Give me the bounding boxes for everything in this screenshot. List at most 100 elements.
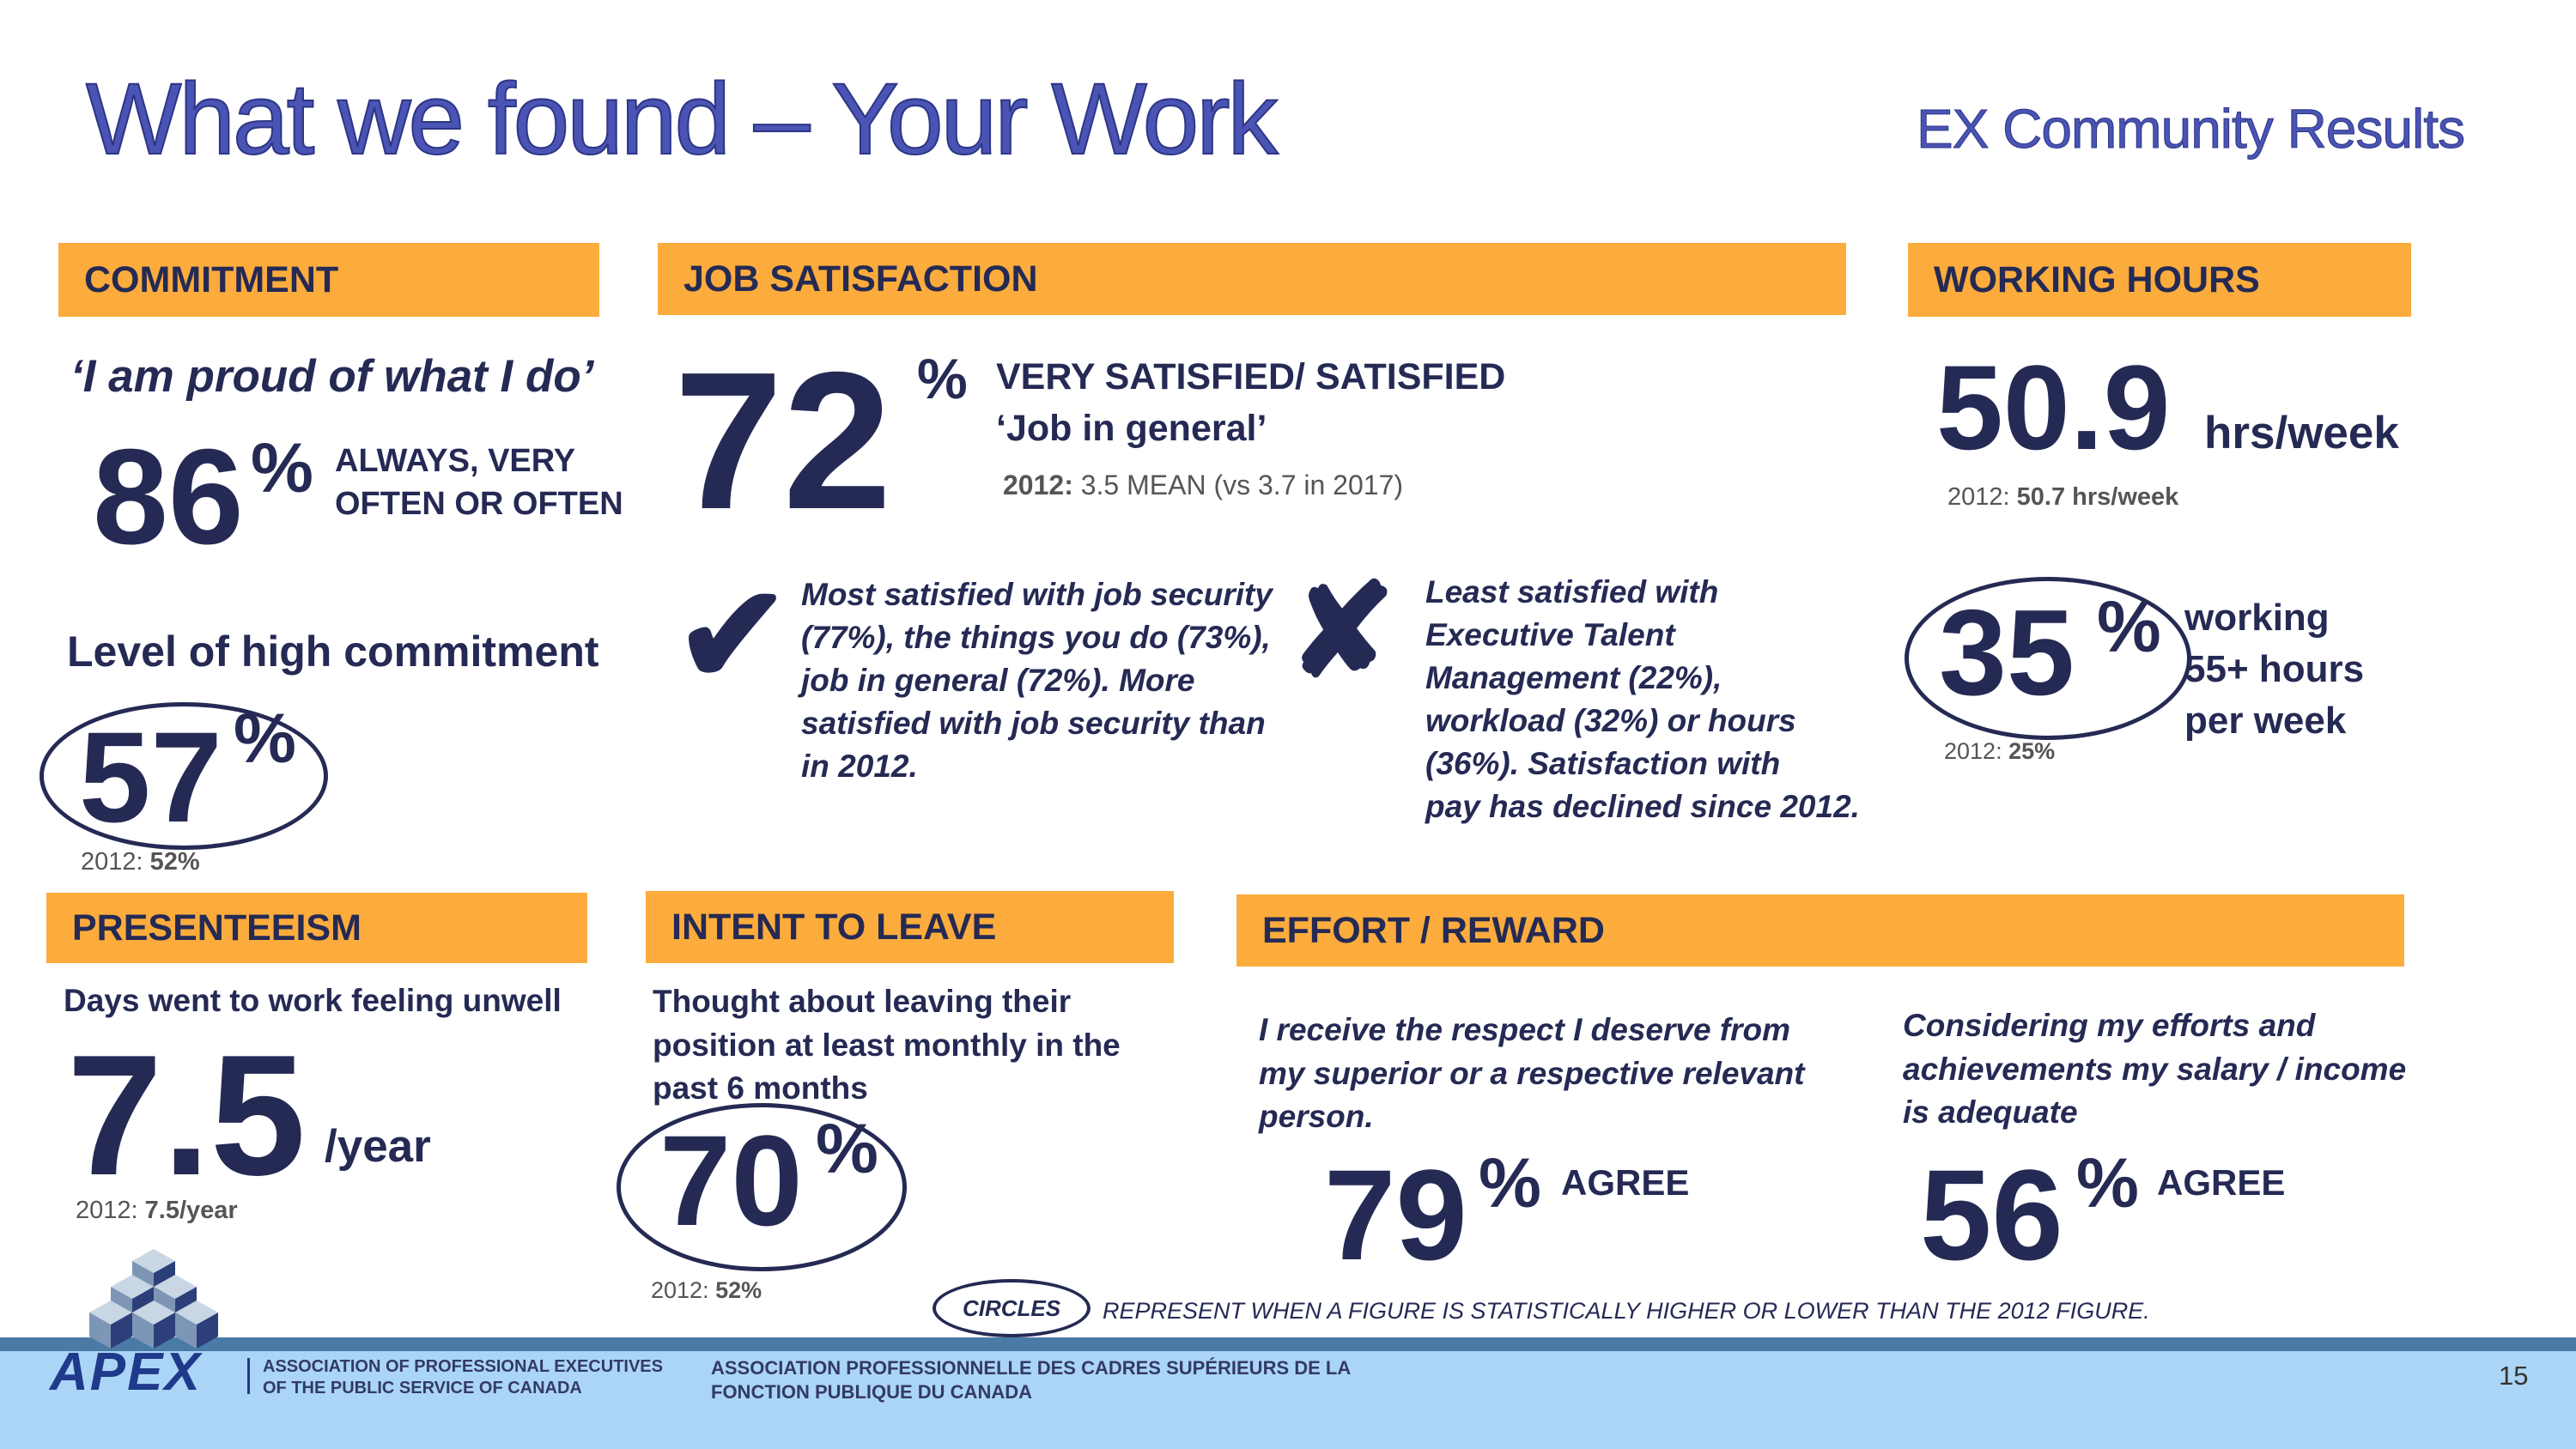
working-hours-circle	[1905, 577, 2191, 740]
legend-circles-label: CIRCLES	[962, 1294, 1061, 1321]
presenteeism-prior-value: 7.5/year	[144, 1197, 238, 1224]
job-satisfaction-prior-label: 2012:	[1003, 470, 1073, 500]
intent-to-leave-desc-line: position at least monthly in the	[653, 1027, 1121, 1063]
working-hours-prior-label: 2012:	[1947, 483, 2017, 511]
commitment-header: COMMITMENT	[58, 243, 599, 317]
commitment-level-percent: %	[234, 700, 296, 778]
least-satisfied-line: workload (32%) or hours	[1425, 702, 1796, 738]
commitment-prior-label: 2012:	[81, 848, 150, 876]
footer-org-fr-line: FONCTION PUBLIQUE DU CANADA	[711, 1380, 1032, 1403]
presenteeism-value: 7.5	[67, 1020, 307, 1211]
working-hours-header: WORKING HOURS	[1908, 243, 2411, 317]
footer-org-fr-line: ASSOCIATION PROFESSIONNELLE DES CADRES S…	[711, 1357, 1352, 1379]
working-hours-value: 50.9	[1936, 340, 2171, 475]
effort-reward-left-line: my superior or a respective relevant	[1259, 1055, 1805, 1091]
working-hours-prior: 2012: 50.7 hrs/week	[1947, 483, 2178, 512]
working-hours-prior2-label: 2012:	[1944, 738, 2009, 764]
working-hours-prior2: 2012: 25%	[1944, 738, 2055, 765]
least-satisfied-line: Management (22%),	[1425, 659, 1722, 695]
commitment-value: 86	[93, 421, 244, 573]
commitment-description: ALWAYS, VERY OFTEN OR OFTEN	[335, 440, 623, 525]
effort-reward-right-value: 56	[1920, 1143, 2063, 1287]
intent-to-leave-percent: %	[816, 1110, 878, 1188]
effort-reward-header: EFFORT / REWARD	[1236, 894, 2404, 967]
working-hours-desc-line: 55+ hours	[2184, 647, 2365, 690]
footer-org-english: ASSOCIATION OF PROFESSIONAL EXECUTIVES O…	[263, 1356, 663, 1399]
least-satisfied-line: Executive Talent	[1425, 616, 1675, 652]
effort-reward-left-text: I receive the respect I deserve from my …	[1259, 1009, 1804, 1139]
least-satisfied-text: Least satisfied with Executive Talent Ma…	[1425, 571, 1860, 828]
most-satisfied-line: (77%), the things you do (73%),	[801, 619, 1271, 655]
intent-to-leave-prior: 2012: 52%	[651, 1277, 762, 1304]
commitment-level-circle	[39, 702, 328, 850]
apex-logo-text: APEX	[50, 1343, 202, 1402]
page-number: 15	[2499, 1361, 2529, 1391]
footer-org-french: ASSOCIATION PROFESSIONNELLE DES CADRES S…	[711, 1356, 1351, 1404]
effort-reward-left-line: I receive the respect I deserve from	[1259, 1012, 1791, 1047]
working-hours-desc-line: per week	[2184, 699, 2347, 742]
presenteeism-header: PRESENTEEISM	[46, 893, 587, 963]
intent-to-leave-value: 70	[659, 1108, 803, 1252]
presenteeism-description: Days went to work feeling unwell	[64, 983, 562, 1018]
working-hours-percent: %	[2097, 586, 2161, 667]
checkmark-icon: ✔	[675, 558, 791, 712]
effort-reward-left-line: person.	[1259, 1099, 1374, 1135]
working-hours-prior2-value: 25%	[2008, 738, 2056, 764]
presenteeism-unit: /year	[325, 1121, 431, 1172]
commitment-quote: ‘I am proud of what I do’	[70, 351, 594, 402]
intent-to-leave-desc-line: past 6 months	[653, 1070, 868, 1106]
effort-reward-right-text: Considering my efforts and achievements …	[1903, 1004, 2406, 1135]
least-satisfied-line: Least satisfied with	[1425, 574, 1719, 609]
commitment-percent: %	[251, 429, 313, 507]
effort-reward-left-label: AGREE	[1561, 1162, 1690, 1203]
intent-to-leave-prior-label: 2012:	[651, 1277, 716, 1303]
intent-to-leave-description: Thought about leaving their position at …	[653, 980, 1121, 1111]
job-satisfaction-percent: %	[917, 347, 968, 410]
commitment-prior-value: 52%	[149, 848, 200, 876]
most-satisfied-line: Most satisfied with job security	[801, 577, 1273, 612]
legend-text: REPRESENT WHEN A FIGURE IS STATISTICALLY…	[1103, 1298, 2150, 1324]
apex-logo-cubes	[89, 1249, 218, 1349]
effort-reward-left-percent: %	[1479, 1144, 1541, 1222]
page-title: What we found – Your Work	[85, 63, 1279, 176]
job-satisfaction-desc-line2: ‘Job in general’	[996, 408, 1267, 449]
commitment-desc-line2: OFTEN OR OFTEN	[335, 486, 623, 523]
commitment-prior: 2012: 52%	[81, 848, 200, 876]
footer-org-en-line: ASSOCIATION OF PROFESSIONAL EXECUTIVES	[263, 1357, 663, 1376]
presenteeism-prior: 2012: 7.5/year	[76, 1197, 238, 1225]
commitment-level-value: 57	[79, 705, 222, 849]
commitment-desc-line1: ALWAYS, VERY	[335, 443, 576, 479]
working-hours-unit: hrs/week	[2204, 408, 2399, 458]
effort-reward-right-percent: %	[2076, 1144, 2139, 1222]
effort-reward-right-line: is adequate	[1903, 1094, 2078, 1131]
footer-divider	[247, 1358, 250, 1394]
effort-reward-right-line: achievements my salary / income	[1903, 1051, 2407, 1087]
most-satisfied-line: in 2012.	[801, 748, 918, 784]
cross-icon: ✘	[1288, 559, 1396, 703]
effort-reward-left-value: 79	[1324, 1143, 1467, 1287]
working-hours-pct-value: 35	[1939, 585, 2075, 721]
footer-org-en-line: OF THE PUBLIC SERVICE OF CANADA	[263, 1379, 582, 1397]
job-satisfaction-prior-value: 3.5 MEAN (vs 3.7 in 2017)	[1072, 470, 1404, 500]
footer-bar	[0, 1337, 2576, 1449]
commitment-level-label: Level of high commitment	[67, 627, 599, 676]
page-subtitle: EX Community Results	[1917, 98, 2466, 160]
most-satisfied-text: Most satisfied with job security (77%), …	[801, 573, 1273, 788]
presenteeism-prior-label: 2012:	[76, 1197, 145, 1224]
job-satisfaction-prior: 2012: 3.5 MEAN (vs 3.7 in 2017)	[1003, 470, 1403, 501]
effort-reward-right-label: AGREE	[2157, 1162, 2286, 1203]
most-satisfied-line: satisfied with job security than	[801, 705, 1266, 741]
intent-to-leave-prior-value: 52%	[715, 1277, 762, 1303]
least-satisfied-line: (36%). Satisfaction with	[1425, 745, 1781, 781]
working-hours-desc-line: working	[2184, 597, 2330, 639]
effort-reward-right-line: Considering my efforts and	[1903, 1008, 2316, 1043]
intent-to-leave-circle	[617, 1103, 907, 1271]
most-satisfied-line: job in general (72%). More	[801, 662, 1195, 698]
least-satisfied-line: pay has declined since 2012.	[1425, 788, 1860, 824]
job-satisfaction-desc-line1: VERY SATISFIED/ SATISFIED	[996, 356, 1506, 397]
working-hours-prior-value: 50.7 hrs/week	[2016, 483, 2179, 511]
legend-circle: CIRCLES	[933, 1279, 1091, 1337]
intent-to-leave-header: INTENT TO LEAVE	[646, 891, 1174, 963]
job-satisfaction-header: JOB SATISFACTION	[658, 243, 1846, 315]
intent-to-leave-desc-line: Thought about leaving their	[653, 984, 1072, 1019]
